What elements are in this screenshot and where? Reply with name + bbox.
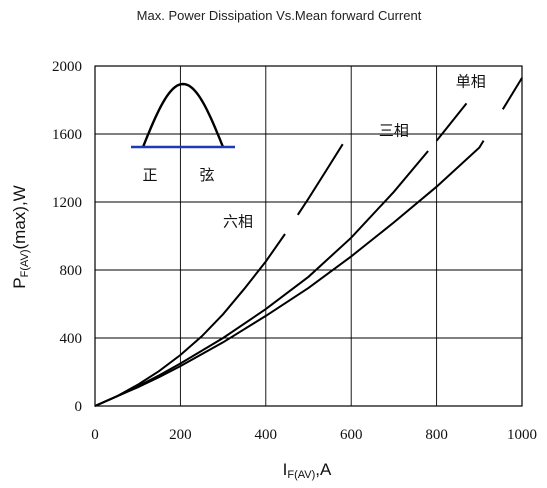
- x-tick-label: 600: [340, 427, 363, 443]
- y-axis-label: PF(AV)(max),W: [10, 185, 31, 288]
- x-tick-label: 400: [255, 427, 278, 443]
- series-label: 三相: [379, 122, 409, 140]
- y-tick-label: 2000: [52, 59, 82, 75]
- series-line: [501, 77, 523, 110]
- y-axis-label-main: P: [10, 277, 29, 288]
- x-tick-label: 1000: [507, 427, 537, 443]
- series-label: 单相: [456, 72, 486, 90]
- x-axis-label-tail: ,A: [315, 460, 332, 479]
- sine-halfwave-icon: [141, 82, 225, 148]
- y-axis-label-sub: F(AV): [19, 249, 31, 277]
- x-tick-label: 200: [169, 427, 192, 443]
- plot-frame: [94, 65, 523, 407]
- inset-label-left: 正: [142, 166, 157, 184]
- y-tick-labels: 0 400 800 1200 1600 2000: [52, 59, 82, 415]
- x-axis-label: IF(AV),A: [283, 460, 332, 481]
- series-label: 六相: [223, 213, 253, 231]
- grid: [95, 66, 522, 406]
- sine-inset: 正 弦: [131, 82, 235, 184]
- series-line: [435, 102, 468, 142]
- x-axis-label-sub: F(AV): [287, 469, 315, 481]
- x-tick-labels: 0 200 400 600 800 1000: [91, 427, 537, 443]
- y-tick-label: 1200: [52, 195, 82, 211]
- inset-label-right: 弦: [199, 166, 214, 184]
- y-axis-label-tail: (max),W: [10, 185, 29, 249]
- y-tick-label: 800: [60, 263, 83, 279]
- series-line: [94, 233, 286, 407]
- x-tick-label: 800: [425, 427, 448, 443]
- chart-title: Max. Power Dissipation Vs.Mean forward C…: [137, 8, 422, 23]
- y-tick-label: 1600: [52, 127, 82, 143]
- series-line: [94, 150, 429, 407]
- y-tick-label: 0: [75, 399, 83, 415]
- series-line: [296, 143, 344, 216]
- x-tick-label: 0: [91, 427, 99, 443]
- x-axis-label-main: I: [283, 460, 288, 479]
- y-tick-label: 400: [60, 331, 83, 347]
